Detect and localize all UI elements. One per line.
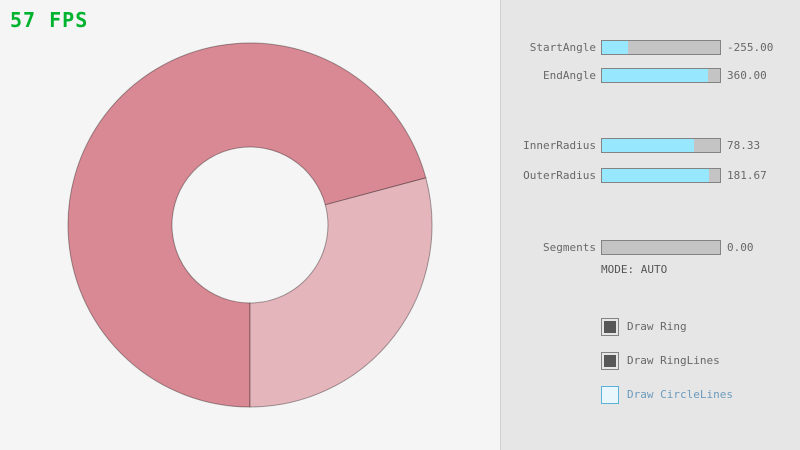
endangle-slider[interactable] <box>601 68 721 83</box>
outerradius-slider[interactable] <box>601 168 721 183</box>
slider-row-innerradius: InnerRadius 78.33 <box>501 138 800 154</box>
startangle-label: StartAngle <box>529 41 596 54</box>
startangle-slider-fill <box>602 41 628 54</box>
outerradius-value: 181.67 <box>727 169 767 182</box>
endangle-label: EndAngle <box>543 69 596 82</box>
draw-ringlines-checkbox[interactable] <box>601 352 619 370</box>
segments-slider[interactable] <box>601 240 721 255</box>
startangle-value: -255.00 <box>727 41 774 54</box>
slider-row-startangle: StartAngle -255.00 <box>501 40 800 56</box>
draw-circlelines-checkbox[interactable] <box>601 386 619 404</box>
fps-counter: 57 FPS <box>10 8 89 32</box>
innerradius-value: 78.33 <box>727 139 761 152</box>
draw-ringlines-checkmark <box>604 355 616 367</box>
segments-label: Segments <box>543 241 596 254</box>
innerradius-slider-fill <box>602 139 695 152</box>
innerradius-slider[interactable] <box>601 138 721 153</box>
draw-ring-label: Draw Ring <box>627 320 687 333</box>
segments-mode-text: MODE: AUTO <box>601 263 668 276</box>
endangle-slider-fill <box>602 69 709 82</box>
innerradius-label: InnerRadius <box>523 139 596 152</box>
outerradius-slider-fill <box>602 169 710 182</box>
draw-ringlines-label: Draw RingLines <box>627 354 720 367</box>
ring-segment-dark <box>67 42 427 408</box>
ring-drawing <box>67 42 433 408</box>
draw-circlelines-label: Draw CircleLines <box>627 388 733 401</box>
control-panel: StartAngle -255.00 EndAngle 360.00 Inner… <box>500 0 800 450</box>
slider-row-segments: Segments 0.00 <box>501 240 800 256</box>
outerradius-label: OuterRadius <box>523 169 596 182</box>
slider-row-outerradius: OuterRadius 181.67 <box>501 168 800 184</box>
endangle-value: 360.00 <box>727 69 767 82</box>
startangle-slider[interactable] <box>601 40 721 55</box>
ring-segment-light <box>249 177 433 408</box>
segments-value: 0.00 <box>727 241 754 254</box>
draw-ring-checkbox[interactable] <box>601 318 619 336</box>
draw-ring-checkmark <box>604 321 616 333</box>
slider-row-endangle: EndAngle 360.00 <box>501 68 800 84</box>
